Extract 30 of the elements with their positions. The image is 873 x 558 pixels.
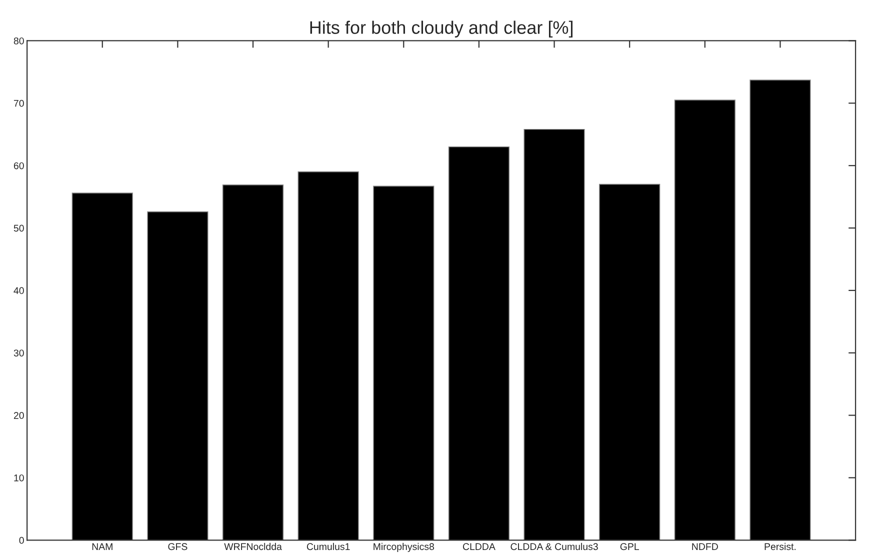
- y-tick-label: 20: [14, 412, 24, 419]
- bar: [298, 171, 359, 540]
- x-tick-label: NAM: [92, 543, 112, 550]
- bar: [72, 192, 133, 540]
- bar: [448, 146, 510, 540]
- x-tick-label: Mircophysics8: [374, 542, 434, 552]
- bar: [674, 100, 736, 540]
- y-tick-label: 60: [14, 162, 24, 170]
- y-tick-label: 50: [14, 224, 24, 232]
- x-tick-label: CLDDA & Cumulus3: [510, 542, 598, 550]
- bar: [599, 184, 660, 540]
- bar: [373, 186, 434, 540]
- y-tick-label: 30: [14, 350, 24, 356]
- y-tick-label: 0: [19, 536, 24, 544]
- x-tick-label: Persist.: [764, 542, 796, 550]
- y-tick-label: 80: [14, 37, 24, 44]
- x-tick-label: CLDDA: [462, 543, 496, 550]
- x-tick-label: NDFD: [692, 543, 718, 550]
- bar: [750, 80, 811, 540]
- y-tick-label: 70: [14, 100, 24, 107]
- x-tick-label: WRFNocldda: [224, 542, 282, 550]
- chart-title: Hits for both cloudy and clear [%]: [310, 20, 572, 38]
- x-tick-label: Cumulus1: [306, 542, 350, 550]
- bar: [147, 211, 208, 540]
- x-tick-label: GFS: [168, 543, 188, 550]
- x-tick-label: GPL: [620, 543, 639, 550]
- bar: [222, 184, 284, 540]
- y-tick-label: 40: [14, 287, 24, 294]
- y-tick-label: 10: [14, 474, 24, 482]
- bar: [524, 128, 585, 540]
